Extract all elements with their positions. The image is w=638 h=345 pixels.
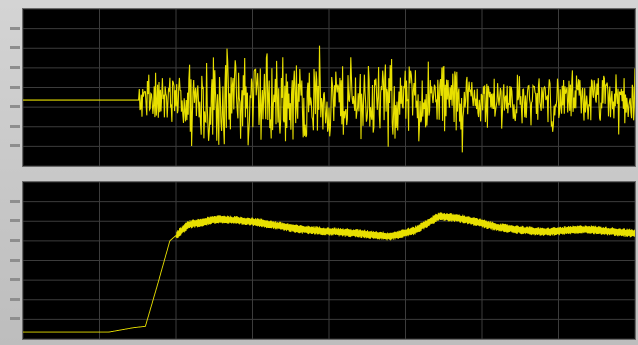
bottom-y-tick [10,258,20,262]
bottom-y-axis [4,181,22,338]
top-y-tick [10,65,20,69]
bottom-y-tick [10,297,20,301]
top-plot-canvas [23,9,635,166]
bottom-plot [22,181,636,340]
top-y-tick [10,26,20,30]
bottom-y-tick [10,219,20,223]
top-y-axis [4,8,22,165]
bottom-y-tick [10,199,20,203]
bottom-y-tick [10,317,20,321]
top-plot [22,8,636,167]
top-y-tick [10,124,20,128]
bottom-response-trace [23,212,635,333]
top-y-tick [10,85,20,89]
top-y-tick [10,46,20,50]
bottom-y-tick [10,238,20,242]
bottom-y-tick [10,278,20,282]
top-y-tick [10,144,20,148]
top-y-tick [10,105,20,109]
bottom-plot-canvas [23,182,635,339]
top-signal-trace [23,45,635,153]
